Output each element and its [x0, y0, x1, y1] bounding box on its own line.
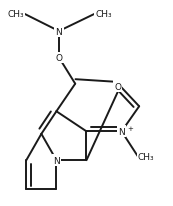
Text: CH₃: CH₃	[7, 10, 24, 19]
Text: N: N	[53, 156, 60, 165]
Text: CH₃: CH₃	[138, 152, 154, 161]
Text: CH₃: CH₃	[95, 10, 112, 19]
Text: N: N	[56, 27, 62, 36]
Text: +: +	[128, 125, 133, 131]
Text: O: O	[55, 54, 62, 63]
Text: O: O	[114, 82, 121, 91]
Text: N: N	[118, 127, 125, 136]
